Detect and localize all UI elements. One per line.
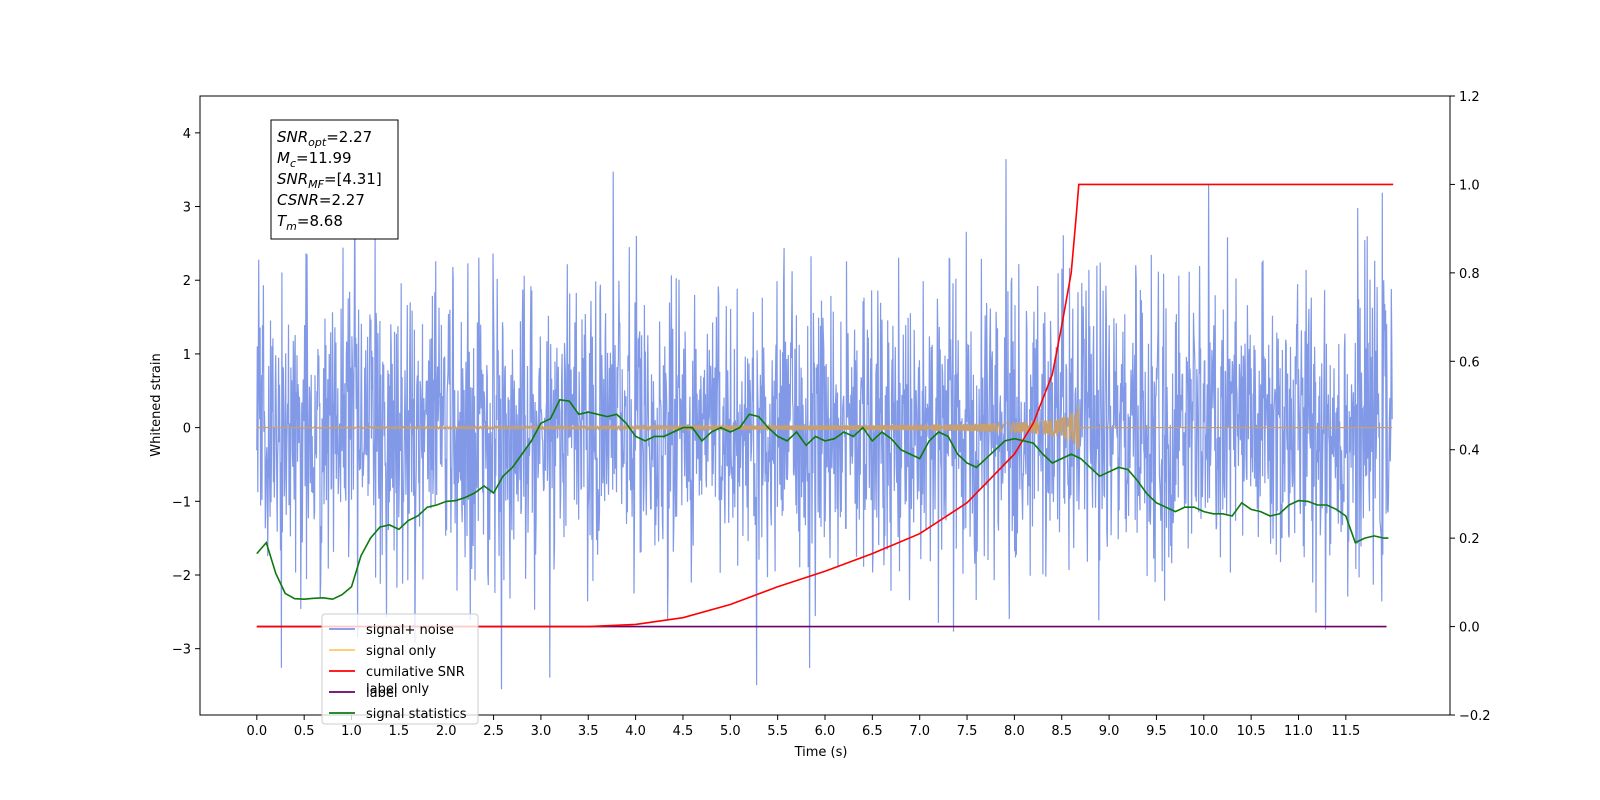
- x-tick-label: 10.5: [1237, 724, 1266, 739]
- y-axis-left: −3 −2 −1 0 1 2 3 4: [172, 127, 200, 658]
- y-tick-label: 0: [183, 422, 191, 437]
- x-tick-label: 8.5: [1051, 724, 1072, 739]
- legend-label: label: [366, 686, 397, 701]
- legend-label: signal+ noise: [366, 623, 454, 638]
- annotation-line: Tm=8.68: [277, 212, 343, 233]
- x-tick-label: 1.5: [389, 724, 410, 739]
- x-tick-label: 4.5: [673, 724, 694, 739]
- annotation-line: Mc=11.99: [277, 149, 352, 170]
- legend-hidden-label: label only: [366, 682, 429, 697]
- legend-frame: [321, 613, 479, 725]
- x-tick-label: 6.0: [815, 724, 836, 739]
- x-tick-label: 0.0: [246, 724, 267, 739]
- y2-tick-label: 0.0: [1459, 621, 1480, 636]
- x-tick-label: 6.5: [862, 724, 883, 739]
- y2-tick-label: 1.0: [1459, 178, 1480, 193]
- x-tick-label: 3.0: [531, 724, 552, 739]
- legend: label only signal+ noise signal only cumila…: [321, 613, 479, 725]
- y2-tick-label: 0.8: [1459, 267, 1480, 282]
- y-axis-label: Whitened strain: [149, 353, 164, 456]
- x-tick-label: 5.0: [720, 724, 741, 739]
- y-tick-label: −1: [172, 495, 191, 510]
- x-axis-label: Time (s): [794, 745, 848, 760]
- y2-tick-label: 1.2: [1459, 90, 1480, 105]
- series-signal-only: [256, 404, 1393, 450]
- annotation-line: CSNR=2.27: [277, 191, 365, 209]
- y2-tick-label: −0.2: [1459, 709, 1491, 724]
- annotation-line: SNRopt=2.27: [277, 128, 372, 149]
- legend-item: signal only: [329, 644, 436, 659]
- y-tick-label: −3: [172, 643, 191, 658]
- x-tick-label: 9.0: [1099, 724, 1120, 739]
- series-signal-statistics: [256, 398, 1389, 601]
- x-tick-label: 2.0: [436, 724, 457, 739]
- legend-label: signal only: [366, 644, 436, 659]
- series-signal-noise: [256, 159, 1393, 690]
- legend-label: cumilative SNR: [366, 665, 465, 680]
- annotation-box: SNRopt=2.27Mc=11.99SNRMF=[4.31]CSNR=2.27…: [270, 119, 399, 240]
- y-axis-right: −0.2 0.0 0.2 0.4 0.6 0.8 1.0 1.2: [1450, 90, 1491, 724]
- annotation-line: SNRMF=[4.31]: [277, 170, 382, 191]
- y2-tick-label: 0.6: [1459, 355, 1480, 370]
- x-tick-label: 2.5: [483, 724, 504, 739]
- legend-item: signal statistics: [329, 707, 467, 722]
- x-tick-label: 11.5: [1331, 724, 1360, 739]
- y-tick-label: −2: [172, 569, 191, 584]
- x-tick-label: 0.5: [294, 724, 315, 739]
- y2-tick-label: 0.4: [1459, 444, 1480, 459]
- y2-tick-label: 0.2: [1459, 532, 1480, 547]
- y-tick-label: 4: [183, 127, 191, 142]
- x-tick-label: 7.5: [957, 724, 978, 739]
- y-tick-label: 2: [183, 274, 191, 289]
- y-tick-label: 1: [183, 348, 191, 363]
- legend-item: signal+ noise: [329, 623, 454, 638]
- x-tick-label: 3.5: [578, 724, 599, 739]
- annotation-frame: [270, 119, 399, 240]
- x-tick-label: 4.0: [625, 724, 646, 739]
- y-tick-label: 3: [183, 201, 191, 216]
- legend-item: label: [329, 686, 397, 701]
- x-tick-label: 1.0: [341, 724, 362, 739]
- x-tick-label: 11.0: [1284, 724, 1313, 739]
- x-tick-label: 7.0: [909, 724, 930, 739]
- x-tick-label: 9.5: [1146, 724, 1167, 739]
- x-tick-label: 10.0: [1189, 724, 1218, 739]
- x-tick-label: 8.0: [1004, 724, 1025, 739]
- legend-item: cumilative SNR: [329, 665, 465, 680]
- series-cumulative-snr: [256, 183, 1394, 628]
- x-axis: 0.0 0.5 1.0 1.5 2.0 2.5 3.0 3.5 4.0 4.5 5.0 5.5 6.0 6…: [246, 715, 1360, 739]
- x-tick-label: 5.5: [767, 724, 788, 739]
- legend-label: signal statistics: [366, 707, 467, 722]
